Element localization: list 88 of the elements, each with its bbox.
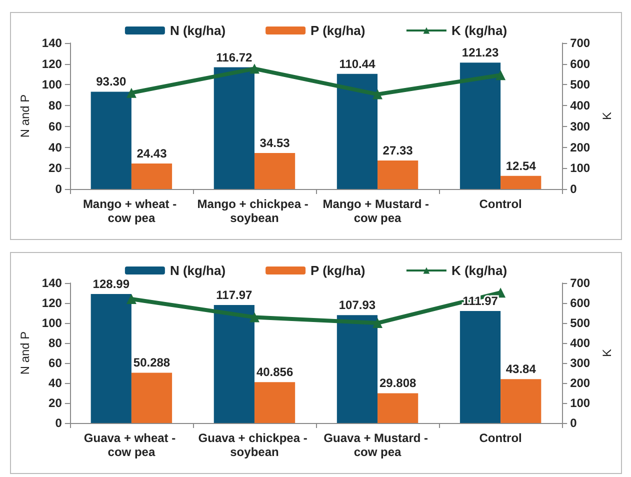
y-tick-label: 100 xyxy=(42,316,62,330)
x-tick-label: Control xyxy=(479,197,522,211)
y-tick-label: 140 xyxy=(42,276,62,290)
data-label: 27.33 xyxy=(382,144,414,158)
bar xyxy=(214,67,254,189)
bar xyxy=(131,164,172,189)
y2-tick-label: 100 xyxy=(570,396,590,410)
x-tick-label: Guava + Mustard - cow pea xyxy=(324,431,432,459)
point xyxy=(249,312,260,322)
point xyxy=(126,88,136,98)
y2-tick-label: 200 xyxy=(570,140,590,154)
point xyxy=(496,70,506,80)
data-label: 107.93 xyxy=(338,298,376,312)
y2-tick-label: 500 xyxy=(570,78,590,92)
y2-tick-label: 200 xyxy=(570,376,590,390)
point xyxy=(372,89,383,100)
bar xyxy=(214,305,254,423)
y-axis-title: N and P xyxy=(18,94,32,138)
x-tick-label: Mango + Mustard - cow pea xyxy=(322,197,432,225)
y-axis-title: N and P xyxy=(18,331,32,375)
data-label: 24.43 xyxy=(136,146,168,161)
data-label: 29.808 xyxy=(379,376,416,390)
point xyxy=(372,318,383,328)
y2-tick-label: 300 xyxy=(570,119,590,134)
bar xyxy=(90,92,132,189)
data-label: 43.84 xyxy=(506,362,536,376)
x-tick-label: Mango + chickpea - soybean xyxy=(197,197,312,225)
y-tick-label: 20 xyxy=(48,161,62,176)
y-tick-label: 80 xyxy=(48,336,62,350)
data-label: 110.44 xyxy=(339,56,376,71)
y2-axis-title: K xyxy=(600,348,614,358)
x-tick-label: Guava + wheat - cow pea xyxy=(84,431,179,459)
data-label: 93.30 xyxy=(96,74,126,89)
bar xyxy=(131,372,172,423)
data-label: 34.53 xyxy=(260,136,290,150)
bar xyxy=(460,311,501,423)
y-tick-label: 80 xyxy=(48,98,62,113)
y-tick-label: 40 xyxy=(48,140,62,154)
legend-label: K (kg/ha) xyxy=(451,23,508,38)
legend-label: P (kg/ha) xyxy=(310,263,366,278)
y2-tick-label: 100 xyxy=(570,161,590,176)
point xyxy=(126,294,136,304)
y-tick-label: 0 xyxy=(55,182,62,196)
point xyxy=(249,64,260,74)
y2-tick-label: 700 xyxy=(570,276,590,290)
y-tick-label: 140 xyxy=(42,36,62,50)
y2-tick-label: 0 xyxy=(570,182,578,196)
y2-axis-title: K xyxy=(600,112,614,120)
data-label: 40.856 xyxy=(256,365,294,380)
bar xyxy=(500,379,542,423)
bar xyxy=(378,160,418,189)
y2-tick-label: 700 xyxy=(570,36,590,50)
y-tick-label: 20 xyxy=(48,396,62,410)
data-label: 128.99 xyxy=(92,277,130,292)
y2-tick-label: 0 xyxy=(570,416,578,430)
data-label: 50.288 xyxy=(133,356,170,370)
y2-tick-label: 600 xyxy=(570,56,590,71)
y2-tick-label: 400 xyxy=(570,336,590,350)
legend-label: P (kg/ha) xyxy=(310,23,366,38)
y2-tick-label: 400 xyxy=(570,98,590,113)
data-label: 12.54 xyxy=(506,158,536,173)
bar xyxy=(254,152,296,189)
y-tick-label: 60 xyxy=(48,119,62,134)
bar xyxy=(336,74,378,189)
bar xyxy=(460,62,501,189)
legend-label: N (kg/ha) xyxy=(170,23,226,38)
y2-tick-label: 600 xyxy=(570,296,590,310)
y-tick-label: 0 xyxy=(55,416,62,430)
bar xyxy=(254,382,296,423)
y-tick-label: 100 xyxy=(42,78,62,92)
bar xyxy=(378,393,418,423)
x-tick-label: Mango + wheat - cow pea xyxy=(82,197,180,225)
legend-label: N (kg/ha) xyxy=(170,263,226,278)
data-label: 116.72 xyxy=(216,50,253,64)
bar xyxy=(90,294,132,423)
legend-label: K (kg/ha) xyxy=(451,263,508,278)
y-tick-label: 60 xyxy=(48,356,62,370)
bar xyxy=(336,315,378,423)
y-tick-label: 120 xyxy=(42,56,62,71)
bar xyxy=(500,176,542,189)
y2-tick-label: 500 xyxy=(570,316,590,330)
y-tick-label: 40 xyxy=(48,376,62,390)
data-label: 117.97 xyxy=(216,288,253,302)
y2-tick-label: 300 xyxy=(570,356,590,370)
data-label: 121.23 xyxy=(462,46,499,60)
x-tick-label: Guava + chickpea - soybean xyxy=(198,431,311,459)
y-tick-label: 120 xyxy=(42,296,62,310)
x-tick-label: Control xyxy=(479,431,522,445)
